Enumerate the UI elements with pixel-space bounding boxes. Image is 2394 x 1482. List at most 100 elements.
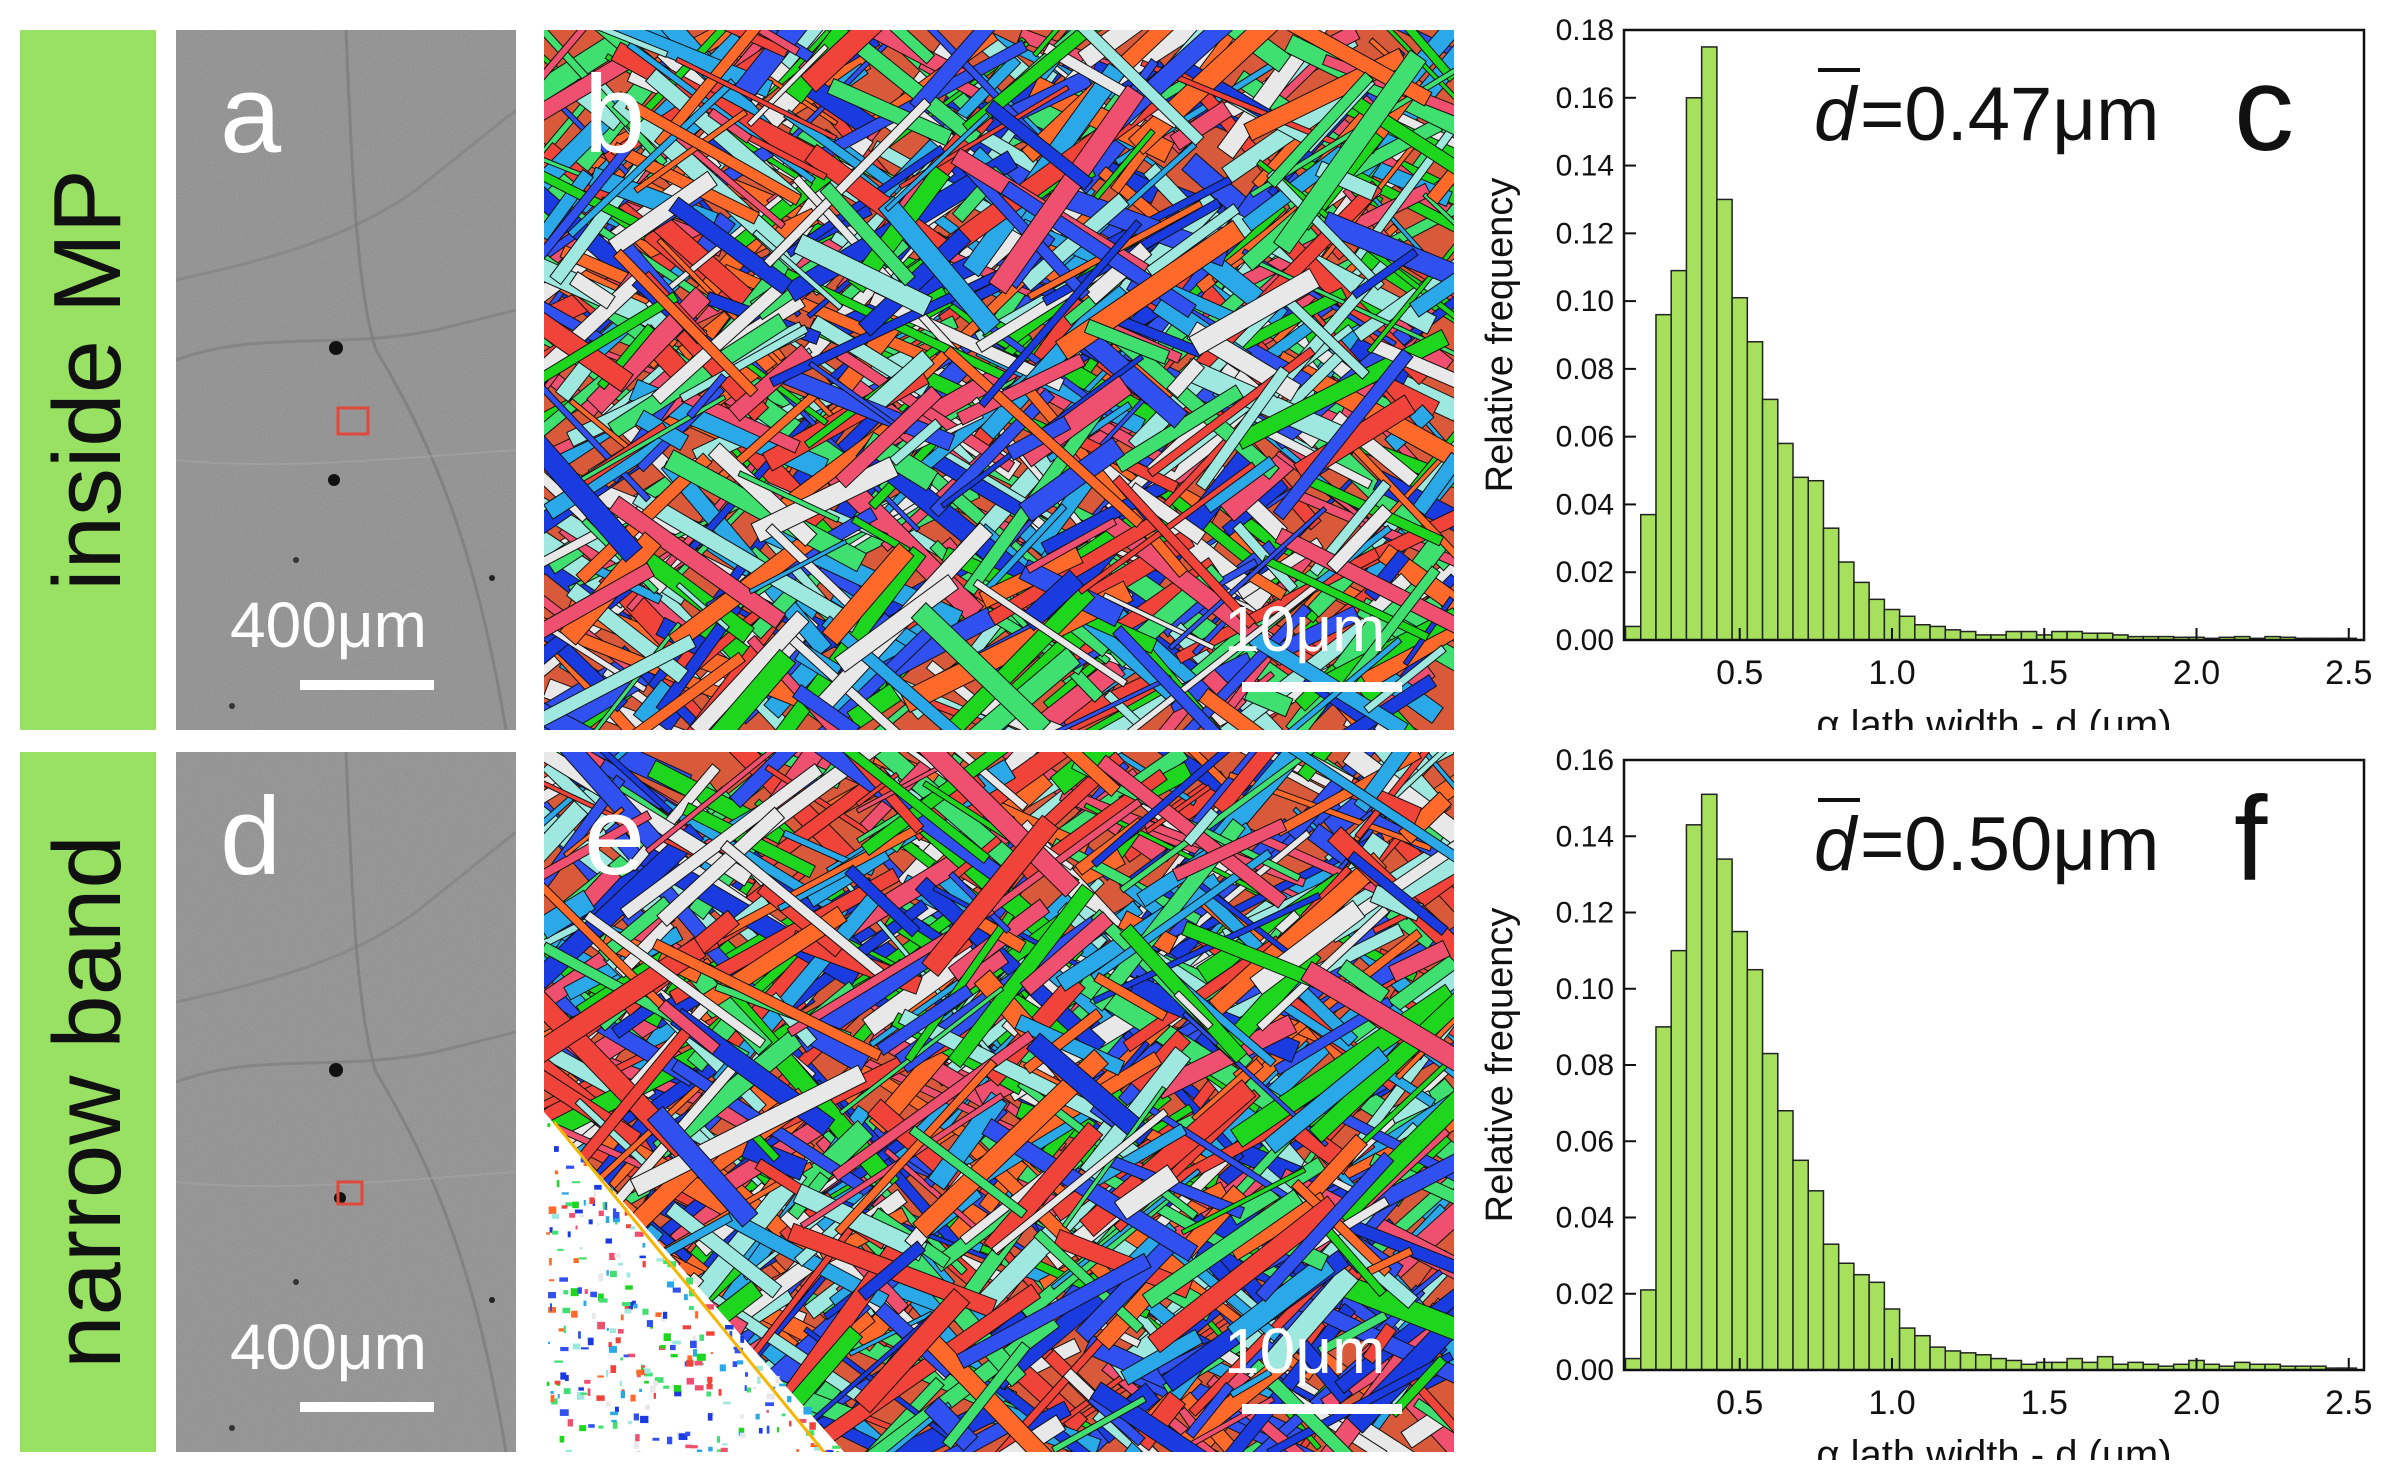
histogram-bar — [1670, 949, 1688, 1371]
x-tick-label: 1.5 — [2021, 654, 2068, 692]
histogram-bar — [1685, 824, 1703, 1371]
row-label-text: inside MP — [34, 169, 141, 591]
histogram-bar — [1837, 561, 1855, 641]
scale-text-a: 400μm — [230, 589, 427, 661]
row-label-narrow-band: narrow band — [20, 752, 156, 1452]
row-label-inside-mp: inside MP — [20, 30, 156, 730]
histogram-bar — [2005, 630, 2023, 641]
plot-frame — [1622, 28, 2366, 642]
panel-label-a: a — [220, 53, 282, 176]
y-axis-label: Relative frequency — [1479, 908, 1521, 1223]
histogram-bar — [1853, 1273, 1870, 1371]
sem-panel-a: a 400μm — [176, 30, 516, 730]
histogram-bar — [1639, 1289, 1657, 1371]
y-tick-label: 0.00 — [1556, 624, 1614, 657]
panel-label-b: b — [584, 53, 646, 176]
histogram-bar — [1731, 296, 1749, 641]
histogram-bar — [1685, 97, 1703, 641]
x-tick-label: 1.5 — [2021, 1384, 2068, 1422]
histogram-bar — [1731, 930, 1749, 1371]
x-tick-label: 1.0 — [1868, 1384, 1915, 1422]
scale-text-e: 10μm — [1224, 1315, 1386, 1387]
y-tick-label: 0.14 — [1556, 150, 1614, 183]
histogram-bar — [1761, 398, 1779, 641]
y-tick-label: 0.10 — [1556, 285, 1614, 318]
histogram-bar — [1914, 1334, 1931, 1371]
histogram-bar — [1898, 615, 1916, 641]
x-tick-label: 1.0 — [1868, 654, 1915, 692]
y-tick-label: 0.12 — [1556, 897, 1614, 930]
x-tick-label: 2.5 — [2325, 654, 2372, 692]
x-tick-label: 2.0 — [2173, 1384, 2220, 1422]
histogram-bar — [1716, 858, 1733, 1371]
x-axis-label: α lath width - d (μm) — [1816, 1433, 2171, 1460]
panel-label-e: e — [584, 775, 646, 898]
x-tick-label: 0.5 — [1716, 1384, 1763, 1422]
histogram-bar — [1792, 476, 1809, 641]
histogram-bar — [1990, 1357, 2007, 1371]
row-label-text: narrow band — [34, 835, 141, 1369]
y-tick-label: 0.14 — [1556, 820, 1614, 853]
mean-value: =0.47μm — [1860, 72, 2159, 157]
histogram-bar — [1792, 1159, 1809, 1371]
x-tick-label: 2.0 — [2173, 654, 2220, 692]
y-tick-label: 0.18 — [1556, 14, 1614, 47]
histogram-bar — [1639, 513, 1657, 641]
histogram-bar — [1761, 1052, 1779, 1371]
panel-label: c — [2234, 42, 2294, 176]
scale-bar-b — [1242, 682, 1402, 692]
y-axis-label: Relative frequency — [1479, 178, 1521, 493]
y-tick-label: 0.00 — [1556, 1354, 1614, 1387]
histogram-bar — [1868, 598, 1886, 641]
panel-label-d: d — [220, 775, 282, 898]
histogram-bar — [1837, 1262, 1855, 1371]
histogram-bar — [1929, 625, 1947, 641]
panel-label: f — [2234, 772, 2268, 906]
histogram-bar — [1944, 629, 1962, 641]
x-tick-label: 2.5 — [2325, 1384, 2372, 1422]
histogram-bar — [1700, 46, 1718, 641]
histogram-bar — [2020, 630, 2038, 641]
y-tick-label: 0.04 — [1556, 1202, 1614, 1235]
y-tick-label: 0.06 — [1556, 421, 1614, 454]
scale-text-b: 10μm — [1224, 593, 1386, 665]
histogram-bar — [1624, 625, 1642, 641]
histogram-bar — [1807, 1190, 1825, 1371]
y-tick-label: 0.16 — [1556, 82, 1614, 115]
histogram-bar — [2066, 630, 2084, 641]
histogram-bar — [1746, 341, 1764, 641]
x-axis-label: α lath width - d (μm) — [1816, 703, 2171, 730]
histogram-bar — [1822, 1243, 1840, 1371]
y-tick-label: 0.12 — [1556, 217, 1614, 250]
histogram-bar — [1777, 442, 1794, 641]
scale-bar-d — [300, 1402, 434, 1412]
y-tick-label: 0.08 — [1556, 1049, 1614, 1082]
histogram-bar — [1914, 624, 1931, 641]
histogram-bar — [1716, 198, 1733, 641]
histogram-bar — [1959, 630, 1977, 641]
histogram-bar — [1959, 1352, 1977, 1371]
histogram-bar — [1670, 269, 1688, 641]
mean-symbol: d — [1814, 72, 1859, 157]
histogram-bar — [2096, 1355, 2114, 1371]
roi-box — [336, 406, 370, 436]
ebsd-map-e — [544, 752, 1454, 1452]
histogram-bar — [1898, 1327, 1916, 1371]
grain-laths — [544, 30, 1454, 730]
histogram-bar — [1624, 1357, 1642, 1371]
histogram-bar — [2051, 630, 2068, 641]
fine-grain-region — [546, 1123, 841, 1452]
ebsd-panel-e: e 10μm — [544, 752, 1454, 1452]
histogram-bar — [1929, 1346, 1947, 1371]
histogram-bar — [1700, 793, 1718, 1371]
histogram-f: 0.00 0.02 0.04 0.06 0.08 0.10 0.12 0.14 0.16 0.5 1… — [1479, 744, 2372, 1460]
histogram-bar — [1868, 1281, 1886, 1371]
ebsd-map-b — [544, 30, 1454, 730]
histogram-bar — [1807, 479, 1825, 641]
ebsd-panel-b: b 10μm — [544, 30, 1454, 730]
scale-text-d: 400μm — [230, 1311, 427, 1383]
histogram-bar — [1655, 313, 1672, 641]
histogram-bar — [1822, 527, 1840, 641]
x-tick-label: 0.5 — [1716, 654, 1763, 692]
